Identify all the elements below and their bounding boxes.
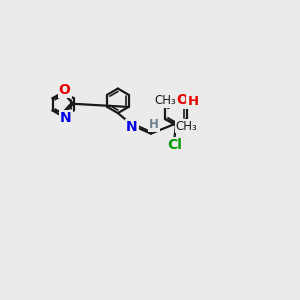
Text: CH₃: CH₃ [154,94,176,107]
Text: N: N [60,111,72,125]
Text: N: N [126,120,138,134]
Text: H: H [149,118,159,131]
Text: CH₃: CH₃ [176,120,197,133]
Text: O: O [59,83,70,97]
Text: O: O [176,94,188,107]
Text: Cl: Cl [167,138,182,152]
Text: H: H [188,94,199,108]
